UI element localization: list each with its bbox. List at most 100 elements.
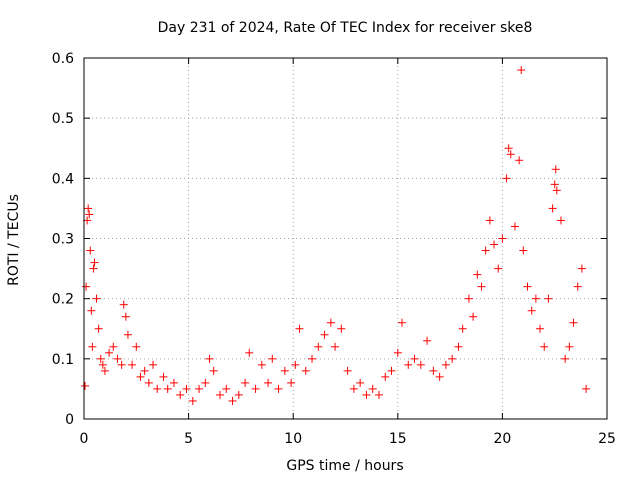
data-point xyxy=(356,378,365,387)
data-point xyxy=(314,342,323,351)
y-tick-label: 0 xyxy=(65,412,74,428)
data-points xyxy=(81,66,591,405)
data-point xyxy=(257,360,266,369)
data-point xyxy=(132,342,141,351)
data-point xyxy=(94,324,103,333)
data-point xyxy=(527,306,536,315)
data-point xyxy=(301,366,310,375)
data-point xyxy=(416,360,425,369)
grid-lines xyxy=(84,58,607,419)
x-axis-label: GPS time / hours xyxy=(286,458,403,474)
data-point xyxy=(469,312,478,321)
data-point xyxy=(531,294,540,303)
data-point xyxy=(381,372,390,381)
data-point xyxy=(113,354,122,363)
x-tick-label: 5 xyxy=(184,431,193,447)
data-point xyxy=(136,372,145,381)
data-point xyxy=(89,264,98,273)
data-point xyxy=(320,330,329,339)
data-point xyxy=(153,384,162,393)
data-point xyxy=(550,180,559,189)
data-point xyxy=(331,342,340,351)
data-point xyxy=(494,264,503,273)
data-point xyxy=(473,270,482,279)
data-point xyxy=(144,378,153,387)
data-point xyxy=(84,204,93,213)
data-point xyxy=(287,378,296,387)
data-point xyxy=(264,378,273,387)
data-point xyxy=(291,360,300,369)
data-point xyxy=(577,264,586,273)
chart-title: Day 231 of 2024, Rate Of TEC Index for r… xyxy=(158,20,533,36)
data-point xyxy=(374,390,383,399)
data-point xyxy=(504,144,513,153)
data-point xyxy=(90,258,99,267)
data-point xyxy=(117,360,126,369)
data-point xyxy=(195,384,204,393)
data-point xyxy=(448,354,457,363)
x-tick-label: 0 xyxy=(80,431,89,447)
data-point xyxy=(523,282,532,291)
data-point xyxy=(544,294,553,303)
x-tick-labels: 0 5 10 15 20 25 xyxy=(80,431,616,447)
data-point xyxy=(582,384,591,393)
data-point xyxy=(337,324,346,333)
data-point xyxy=(410,354,419,363)
data-point xyxy=(100,366,109,375)
y-tick-label: 0.2 xyxy=(52,292,74,308)
y-tick-label: 0.3 xyxy=(52,232,74,248)
x-tick-label: 10 xyxy=(284,431,302,447)
data-point xyxy=(464,294,473,303)
data-point xyxy=(458,324,467,333)
data-point xyxy=(435,372,444,381)
data-point xyxy=(280,366,289,375)
data-point xyxy=(540,342,549,351)
data-point xyxy=(498,234,507,243)
data-point xyxy=(519,246,528,255)
data-point xyxy=(241,378,250,387)
data-point xyxy=(274,384,283,393)
data-point xyxy=(82,282,91,291)
data-point xyxy=(140,366,149,375)
data-point xyxy=(96,354,105,363)
data-point xyxy=(349,384,358,393)
data-point xyxy=(81,381,90,390)
data-point xyxy=(119,300,128,309)
data-point xyxy=(569,318,578,327)
data-point xyxy=(429,366,438,375)
data-point xyxy=(245,348,254,357)
data-point xyxy=(536,324,545,333)
data-point xyxy=(209,366,218,375)
data-point xyxy=(92,294,101,303)
data-point xyxy=(515,156,524,165)
data-point xyxy=(163,384,172,393)
data-point xyxy=(387,366,396,375)
data-point xyxy=(477,282,486,291)
data-point xyxy=(205,354,214,363)
data-point xyxy=(506,150,515,159)
data-point xyxy=(87,306,96,315)
data-point xyxy=(201,378,210,387)
data-point xyxy=(215,390,224,399)
data-point xyxy=(326,318,335,327)
data-point xyxy=(251,384,260,393)
x-tick-label: 25 xyxy=(598,431,616,447)
data-point xyxy=(551,165,560,174)
data-point xyxy=(169,378,178,387)
data-point xyxy=(121,312,130,321)
y-tick-label: 0.4 xyxy=(52,171,74,187)
data-point xyxy=(86,246,95,255)
data-point xyxy=(404,360,413,369)
y-tick-label: 0.5 xyxy=(52,111,74,127)
data-point xyxy=(362,390,371,399)
y-axis-label: ROTI / TECUs xyxy=(6,194,22,286)
data-point xyxy=(368,384,377,393)
data-point xyxy=(88,342,97,351)
data-point xyxy=(109,342,118,351)
x-tick-label: 15 xyxy=(389,431,407,447)
data-point xyxy=(510,222,519,231)
x-tick-label: 20 xyxy=(493,431,511,447)
y-tick-label: 0.6 xyxy=(52,51,74,67)
data-point xyxy=(423,336,432,345)
